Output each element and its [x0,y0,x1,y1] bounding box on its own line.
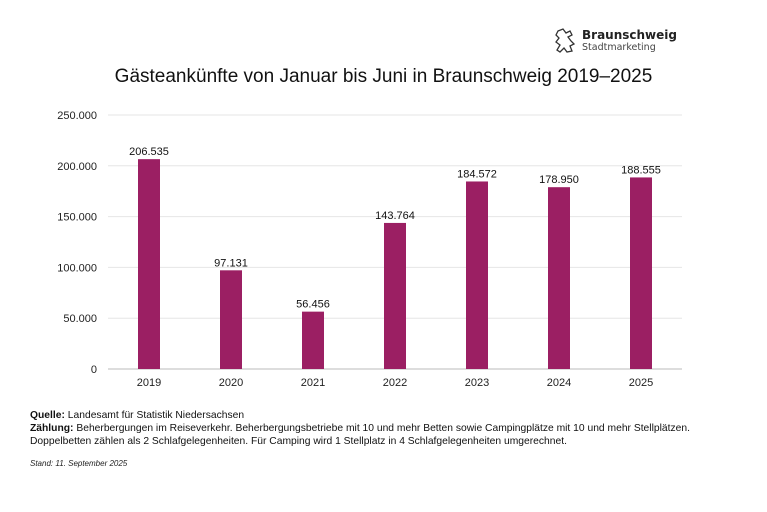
x-tick-label: 2020 [219,377,243,389]
date-stamp: Stand: 11. September 2025 [30,459,128,468]
x-tick-label: 2022 [383,377,407,389]
bar [302,311,324,369]
x-tick-label: 2023 [465,377,489,389]
data-label: 143.764 [375,210,415,222]
count-text: Beherbergungen im Reiseverkehr. Beherber… [76,423,690,434]
data-label: 184.572 [457,168,497,180]
chart-title: Gästeankünfte von Januar bis Juni in Bra… [114,66,653,87]
count-note: Zählung: Beherbergungen im Reiseverkehr.… [30,422,690,435]
data-label: 178.950 [539,174,579,186]
y-tick-label: 0 [91,364,97,376]
bar [220,270,242,369]
y-tick-label: 250.000 [57,110,97,122]
data-label: 97.131 [214,257,248,269]
footnotes: Quelle: Landesamt für Statistik Niedersa… [30,409,690,448]
x-tick-label: 2025 [629,377,653,389]
y-tick-label: 200.000 [57,161,97,173]
source-text: Landesamt für Statistik Niedersachsen [67,410,245,421]
data-label: 206.535 [129,146,169,158]
bar [138,159,160,369]
y-tick-label: 50.000 [63,313,97,325]
y-tick-label: 150.000 [57,212,97,224]
logo: Braunschweig Stadtmarketing [554,28,677,54]
bar [466,181,488,369]
bar [630,177,652,369]
bar [384,222,406,369]
count-label: Zählung: [30,423,74,434]
logo-subtitle: Stadtmarketing [582,42,656,53]
count-text-2: Doppelbetten zählen als 2 Schlafgelegenh… [30,436,567,447]
data-label: 56.456 [296,299,330,311]
bar-chart: 0 50.000 100.000 150.000 200.000 250.000 206.5… [57,110,682,389]
logo-name: Braunschweig [582,28,677,42]
source-label: Quelle: [30,410,65,421]
y-tick-label: 100.000 [57,262,97,274]
lion-icon [555,28,576,53]
x-tick-label: 2019 [137,377,161,389]
x-tick-label: 2021 [301,377,325,389]
bar [548,187,570,369]
data-label: 188.555 [621,164,661,176]
source-note: Quelle: Landesamt für Statistik Niedersa… [30,409,690,422]
x-tick-label: 2024 [547,377,571,389]
